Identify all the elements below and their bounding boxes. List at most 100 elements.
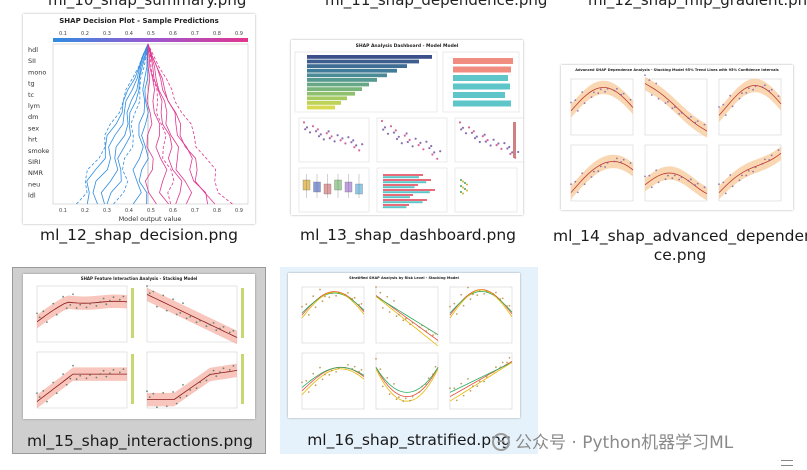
scatter-point	[146, 285, 148, 287]
scatter-point	[395, 315, 398, 318]
scatter-point	[462, 304, 465, 307]
scatter-point	[485, 375, 488, 378]
scatter-point	[337, 367, 340, 370]
scatter-point	[102, 369, 105, 372]
scatter-point	[95, 376, 98, 379]
scatter-point	[570, 183, 572, 186]
pos-dot	[462, 180, 464, 183]
colorbar	[241, 354, 244, 404]
tick-top: 0.3	[103, 31, 111, 37]
trend-line	[718, 152, 782, 193]
scatter-point	[650, 186, 653, 189]
pos-dot	[460, 191, 462, 193]
scatter-point	[752, 170, 754, 173]
caption-partial-1[interactable]: ml_10_shap_summary.png	[48, 0, 247, 9]
scatter-point	[152, 290, 155, 293]
file-tile-stratified[interactable]: Stratified SHAP Analysis by Risk Level -…	[280, 267, 538, 454]
panel-frame	[375, 352, 439, 410]
scatter-point	[62, 373, 64, 375]
scatter-point	[118, 371, 121, 374]
tick-top: 0.9	[235, 31, 243, 37]
colorbar	[53, 38, 248, 42]
scatter-dot	[347, 136, 350, 139]
caption-interactions[interactable]: ml_15_shap_interactions.png	[27, 432, 253, 450]
scatter-point	[673, 106, 676, 109]
trend-line	[301, 367, 365, 388]
scatter-point	[462, 394, 465, 397]
file-tile-interactions[interactable]: SHAP Feature Interaction Analysis - Stac…	[12, 267, 266, 454]
scatter-point	[109, 372, 111, 375]
scatter-dot	[486, 139, 489, 142]
file-tile-advanced-dependence[interactable]: Advanced SHAP Dependence Analysis - Stac…	[553, 55, 807, 270]
scatter-point	[664, 178, 667, 181]
scatter-point	[99, 373, 101, 375]
scatter-point	[718, 106, 720, 108]
caption-partial-2[interactable]: ml_11_shap_dependence.png	[325, 0, 548, 9]
scatter-dot	[408, 138, 411, 141]
scatter-point	[122, 295, 125, 298]
caption-decision[interactable]: ml_12_shap_decision.png	[40, 226, 238, 244]
caption-partial-3[interactable]: ml_12_shap_mlp_gradient.png	[588, 0, 807, 9]
importance-bar	[307, 73, 387, 78]
scatter-point	[321, 378, 324, 381]
scatter-point	[189, 389, 192, 391]
scatter-point	[432, 334, 434, 337]
scatter-dot	[330, 135, 333, 138]
menu-icon[interactable]	[781, 460, 793, 466]
file-tile-decision[interactable]: SHAP Decision Plot - Sample Predictions …	[12, 8, 266, 258]
scatter-point	[232, 329, 235, 332]
scatter-point	[337, 291, 340, 294]
scatter-point	[593, 91, 595, 94]
scatter-dot	[302, 121, 306, 124]
scatter-point	[393, 383, 395, 385]
scatter-point	[185, 395, 188, 397]
scatter-point	[209, 373, 211, 376]
importance-bar	[307, 78, 377, 82]
scatter-point	[667, 100, 669, 103]
scatter-point	[228, 331, 231, 334]
importance-bar	[307, 96, 347, 101]
advanced-image: Advanced SHAP Dependence Analysis - Stac…	[570, 68, 782, 202]
scatter-point	[165, 309, 168, 312]
scatter-point	[616, 157, 618, 160]
scatter-point	[427, 377, 430, 379]
scatter-point	[379, 368, 382, 370]
dashboard-image: SHAP Analysis Dashboard - Model Model	[294, 43, 523, 213]
file-tile-dashboard[interactable]: SHAP Analysis Dashboard - Model Model ml…	[283, 30, 533, 250]
scatter-point	[75, 378, 78, 381]
hist-bar	[383, 199, 427, 201]
trend-line	[375, 296, 439, 336]
scatter-point	[777, 149, 780, 151]
thumbnail-advanced: Advanced SHAP Dependence Analysis - Stac…	[561, 65, 793, 210]
scatter-point	[358, 303, 360, 306]
feature-label: tc	[28, 91, 35, 99]
decision-line	[106, 43, 149, 205]
caption-stratified[interactable]: ml_16_shap_stratified.png	[307, 431, 511, 449]
scatter-point	[667, 174, 669, 177]
scatter-dot	[397, 135, 400, 138]
scatter-point	[644, 175, 646, 178]
tick-top: 0.5	[147, 31, 155, 37]
scatter-point	[205, 325, 208, 328]
scatter-dot	[458, 121, 462, 124]
scatter-point	[455, 399, 458, 402]
scatter-point	[724, 192, 727, 195]
scatter-dot	[467, 126, 471, 129]
scatter-point	[351, 297, 354, 300]
caption-advanced[interactable]: ml_14_shap_advanced_dependen ce.png	[553, 227, 807, 265]
importance-bar	[307, 105, 335, 110]
decision-line	[144, 43, 157, 205]
scatter-point	[574, 180, 577, 183]
trend-line	[375, 296, 439, 347]
scatter-point	[324, 295, 326, 298]
caption-dashboard[interactable]: ml_13_shap_dashboard.png	[299, 226, 517, 244]
scatter-point	[175, 402, 178, 405]
scatter-point	[89, 374, 91, 376]
scatter-point	[219, 327, 221, 330]
scatter-point	[209, 323, 211, 326]
scatter-point	[319, 366, 321, 369]
scatter-dot	[497, 142, 500, 145]
scatter-dot	[317, 135, 321, 138]
tick-top: 0.6	[169, 31, 177, 37]
thumbnail-dashboard: SHAP Analysis Dashboard - Model Model	[291, 40, 523, 215]
